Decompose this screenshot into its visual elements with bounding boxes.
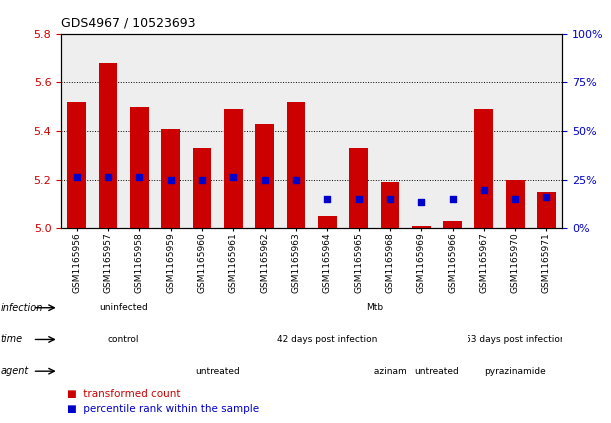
- Bar: [224, 109, 243, 228]
- Text: untreated: untreated: [414, 367, 459, 376]
- Point: [510, 196, 520, 203]
- Point: [197, 176, 207, 183]
- Point: [385, 196, 395, 203]
- Bar: [349, 148, 368, 228]
- Bar: [412, 226, 431, 228]
- Text: GDS4967 / 10523693: GDS4967 / 10523693: [61, 16, 196, 30]
- Point: [72, 174, 82, 181]
- Point: [166, 176, 175, 183]
- Bar: [67, 102, 86, 228]
- Point: [323, 196, 332, 203]
- Bar: [130, 107, 149, 228]
- Text: Mtb: Mtb: [365, 303, 383, 312]
- Text: pyrazinamide: pyrazinamide: [485, 367, 546, 376]
- Bar: [537, 192, 556, 228]
- Text: ■  transformed count: ■ transformed count: [67, 390, 181, 399]
- Point: [354, 196, 364, 203]
- Point: [448, 196, 458, 203]
- Text: 63 days post infection: 63 days post infection: [465, 335, 565, 344]
- Point: [479, 186, 489, 193]
- Bar: [255, 124, 274, 228]
- Bar: [318, 216, 337, 228]
- Text: control: control: [108, 335, 139, 344]
- Text: untreated: untreated: [196, 367, 240, 376]
- Point: [134, 174, 144, 181]
- Bar: [381, 182, 400, 228]
- Bar: [287, 102, 306, 228]
- Text: time: time: [1, 335, 23, 344]
- Bar: [192, 148, 211, 228]
- Text: 42 days post infection: 42 days post infection: [277, 335, 378, 344]
- Text: ■  percentile rank within the sample: ■ percentile rank within the sample: [67, 404, 259, 414]
- Bar: [443, 221, 462, 228]
- Bar: [161, 129, 180, 228]
- Point: [260, 176, 269, 183]
- Point: [229, 174, 238, 181]
- Point: [103, 174, 113, 181]
- Text: uninfected: uninfected: [100, 303, 148, 312]
- Point: [541, 193, 551, 200]
- Text: pyrazinamide: pyrazinamide: [359, 367, 421, 376]
- Point: [416, 198, 426, 205]
- Text: agent: agent: [1, 366, 29, 376]
- Bar: [99, 63, 117, 228]
- Bar: [475, 109, 493, 228]
- Text: infection: infection: [1, 303, 43, 313]
- Bar: [506, 180, 524, 228]
- Point: [291, 176, 301, 183]
